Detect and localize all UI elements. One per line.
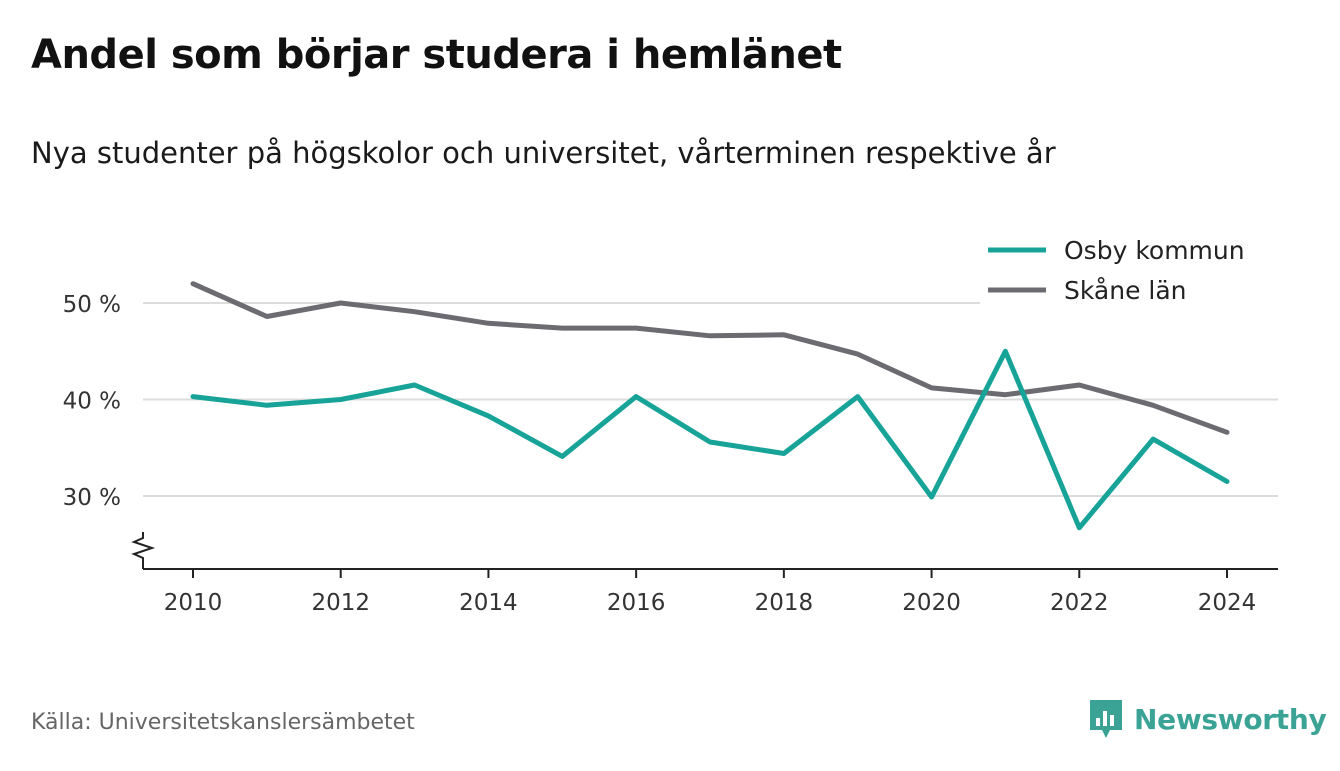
x-tick-label: 2014	[459, 590, 518, 616]
chart-subtitle: Nya studenter på högskolor och universit…	[31, 136, 1056, 170]
series-line-osby-kommun	[190, 348, 1230, 531]
y-tick-label: 40 %	[63, 389, 121, 415]
y-axis-ticks: 30 % 40 % 50 %	[63, 292, 121, 511]
x-tick-label: 2010	[164, 590, 223, 616]
x-tick-label: 2022	[1050, 590, 1109, 616]
y-tick-label: 50 %	[63, 292, 121, 318]
y-tick-label: 30 %	[63, 485, 121, 511]
y-axis-break	[131, 532, 156, 569]
line-chart: 30 % 40 % 50 % 2010 2012 2014 2016 2018 2020 202…	[62, 226, 1280, 616]
legend-label: Skåne län	[1064, 276, 1187, 305]
series-lines	[190, 281, 1230, 531]
legend-background	[980, 226, 1280, 318]
x-tick-label: 2018	[755, 590, 814, 616]
x-axis-ticks: 2010 2012 2014 2016 2018 2020 2022 2024	[164, 569, 1257, 616]
x-tick-label: 2024	[1198, 590, 1257, 616]
x-tick-label: 2012	[311, 590, 370, 616]
brand: Newsworthy	[1088, 698, 1327, 740]
source-note: Källa: Universitetskanslersämbetet	[31, 710, 415, 735]
newsworthy-logo-icon	[1090, 700, 1122, 738]
axes	[131, 532, 1278, 570]
legend-label: Osby kommun	[1064, 236, 1245, 265]
legend: Osby kommun Skåne län	[980, 226, 1280, 318]
series-line-skane-lan	[190, 281, 1230, 435]
x-tick-label: 2016	[607, 590, 666, 616]
brand-name: Newsworthy	[1134, 702, 1327, 736]
x-tick-label: 2020	[902, 590, 961, 616]
chart-title: Andel som börjar studera i hemlänet	[31, 32, 842, 78]
